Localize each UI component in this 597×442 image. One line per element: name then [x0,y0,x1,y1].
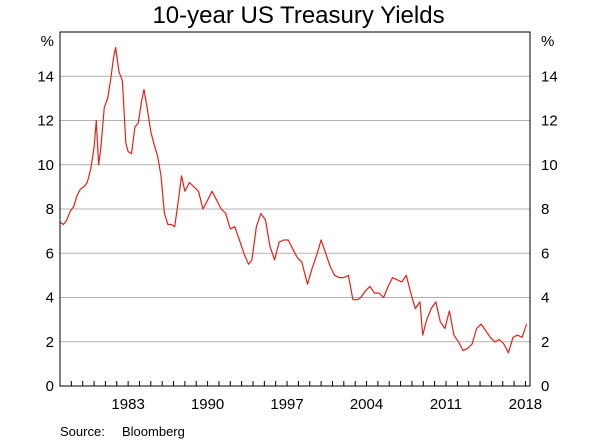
series-line [59,46,528,354]
y-axis-unit-right: % [541,33,554,50]
source-note: Source: Bloomberg [60,424,185,439]
y-tick-label-right: 0 [541,378,549,395]
y-axis-right: 0 2 4 6 8 10 12 14 [541,68,558,395]
series-layer [59,46,528,354]
x-axis-ticks [59,381,526,386]
y-axis-unit-left: % [41,33,54,50]
x-axis-labels: 1983 1990 1997 2004 2011 2018 [111,396,542,413]
y-tick-label-left: 2 [46,334,54,351]
x-tick-label: 1997 [270,396,303,413]
y-tick-label-left: 6 [46,245,54,262]
source-label: Source: [60,424,105,439]
y-tick-label-right: 14 [541,68,558,85]
x-tick-label: 1983 [111,396,144,413]
y-tick-label-right: 2 [541,334,549,351]
y-tick-label-left: 12 [37,113,54,130]
x-tick-label: 2004 [350,396,383,413]
y-tick-label-right: 4 [541,290,549,307]
x-tick-label: 2011 [430,396,462,413]
y-tick-label-left: 14 [37,68,54,85]
chart-title: 10-year US Treasury Yields [152,2,445,29]
y-tick-label-right: 6 [541,245,549,262]
gridlines [60,75,530,343]
source-value: Bloomberg [122,424,185,439]
x-tick-label: 1990 [191,396,224,413]
y-tick-label-left: 0 [46,378,54,395]
y-tick-label-right: 8 [541,201,549,218]
y-tick-label-right: 10 [541,157,558,174]
y-tick-label-left: 10 [37,157,54,174]
x-tick-label: 2018 [509,396,542,413]
y-tick-label-left: 4 [46,290,54,307]
y-tick-label-left: 8 [46,201,54,218]
plot-frame [59,31,531,387]
y-axis-left: 0 2 4 6 8 10 12 14 [37,68,54,395]
y-tick-label-right: 12 [541,113,558,130]
